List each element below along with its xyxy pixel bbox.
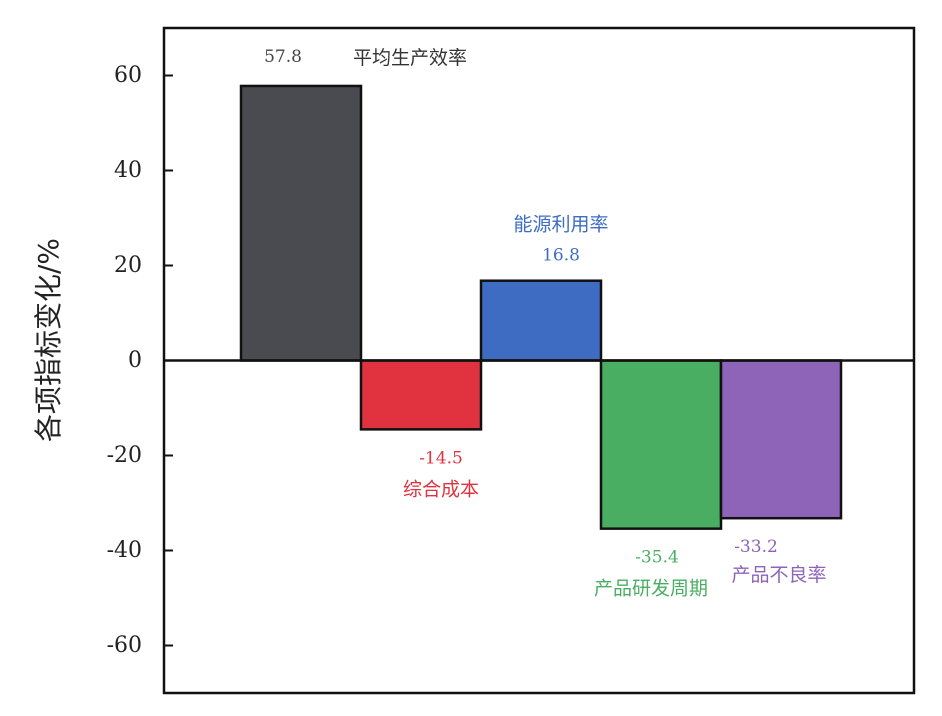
bar <box>359 359 483 431</box>
bar <box>479 279 603 362</box>
bar-category-label: 平均生产效率 <box>353 47 467 69</box>
bar-value-label: 16.8 <box>542 246 580 266</box>
bar <box>719 359 843 520</box>
y-tick-label: 0 <box>128 348 142 373</box>
bar-value-label: -14.5 <box>419 448 463 468</box>
y-tick-label: -20 <box>107 443 142 468</box>
y-tick-label: -60 <box>107 633 142 658</box>
bars <box>239 84 843 530</box>
bar-value-label: -35.4 <box>635 548 679 568</box>
y-tick-label: 60 <box>114 63 142 88</box>
bar-category-label: 产品不良率 <box>731 564 826 586</box>
bar-category-label: 能源利用率 <box>513 214 608 236</box>
y-axis: 60 40 20 0 -20 -40 -60 <box>107 63 173 658</box>
bar-category-label: 产品研发周期 <box>594 578 708 600</box>
bar-category-label: 综合成本 <box>403 478 479 500</box>
bar <box>599 359 723 530</box>
bar-labels: 57.8 平均生产效率 -14.5 综合成本 能源利用率 16.8 -35.4 产品研发周期 -… <box>264 47 826 600</box>
y-tick-label: 40 <box>114 158 142 183</box>
y-axis-title: 各项指标变化/% <box>32 238 65 442</box>
bar <box>239 84 363 362</box>
bar-value-label: 57.8 <box>264 47 302 67</box>
bar-value-label: -33.2 <box>734 537 778 557</box>
y-tick-label: 20 <box>114 253 142 278</box>
y-tick-label: -40 <box>107 538 142 563</box>
